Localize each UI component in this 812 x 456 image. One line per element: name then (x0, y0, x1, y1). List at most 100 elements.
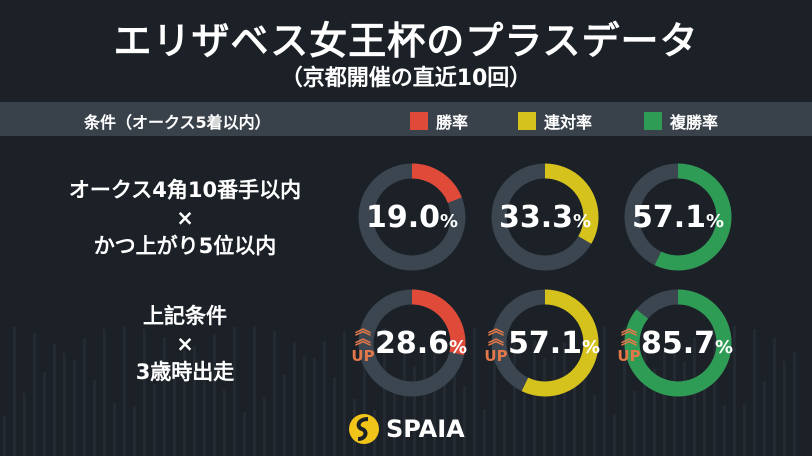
row-label-1: オークス4角10番手以内 × かつ上がり5位以内 (68, 178, 302, 258)
spaia-logo-icon (349, 414, 379, 444)
background-bar (363, 326, 366, 456)
background-bar (393, 387, 396, 456)
background-bar (23, 393, 26, 456)
background-bar (683, 362, 686, 456)
background-bar (533, 339, 536, 456)
donut-value: 57.1% (631, 199, 725, 235)
background-bar (253, 326, 256, 456)
background-bar (513, 330, 516, 456)
background-bar (303, 355, 306, 456)
background-bar (33, 332, 36, 456)
donut-arc (491, 163, 599, 271)
background-bar (703, 382, 706, 456)
background-bar (773, 338, 776, 456)
spaia-logo: SPAIA (348, 413, 465, 445)
background-bar (673, 351, 676, 456)
background-bar (593, 395, 596, 456)
background-bar (433, 348, 436, 456)
background-bar (323, 340, 326, 456)
legend-swatch (518, 112, 536, 130)
background-bar (103, 329, 106, 456)
donut-value: 85.7% (640, 325, 734, 361)
background-bar (283, 374, 286, 456)
background-bar (453, 335, 456, 456)
background-bar (523, 378, 526, 456)
background-bar (143, 328, 146, 456)
background-bar (123, 326, 126, 456)
background-bar (83, 338, 86, 456)
background-bar (43, 371, 46, 456)
legend-top2: 連対率 (518, 109, 592, 133)
background-bar (753, 329, 756, 456)
legend-win: 勝率 (410, 109, 468, 133)
background-bar (153, 383, 156, 456)
background-bar (293, 342, 296, 456)
background-bar (743, 403, 746, 456)
background-bar (503, 400, 506, 456)
background-bar (213, 334, 216, 456)
background-bar (573, 373, 576, 456)
donut-value: 33.3% (498, 199, 592, 235)
up-badge: ︽ ︽ UP (484, 319, 508, 365)
background-bar (603, 326, 606, 456)
up-badge: ︽ ︽ UP (351, 319, 375, 365)
background-bar (473, 328, 476, 456)
double-chevron-up-icon: ︽ ︽ (354, 319, 371, 348)
background-bar (203, 368, 206, 456)
background-bar (623, 327, 626, 456)
background-bar (163, 336, 166, 456)
background-bar (63, 353, 66, 456)
background-bar (653, 369, 656, 456)
background-bar (713, 328, 716, 456)
donut-chart: 19.0% (357, 162, 467, 272)
background-bar (133, 406, 136, 456)
background-bar (13, 326, 16, 456)
page-subtitle: （京都開催の直近10回） (280, 66, 532, 91)
page-title: エリザベス女王杯のプラスデータ (113, 19, 699, 63)
background-bar (73, 360, 76, 456)
background-bar (493, 326, 496, 456)
background-bar (273, 331, 276, 456)
background-bar (173, 363, 176, 456)
background-bar (463, 386, 466, 456)
background-bar (793, 352, 796, 456)
background-bar (413, 366, 416, 456)
donut-chart: 85.7% ︽ ︽ UP (617, 288, 734, 398)
donut-chart: 57.1% ︽ ︽ UP (484, 288, 601, 398)
donut-chart: 57.1% (623, 162, 733, 272)
legend-swatch (410, 112, 428, 130)
background-bar (693, 337, 696, 456)
background-bar (663, 345, 666, 456)
background-bar (93, 380, 96, 456)
donut-arc (358, 163, 466, 271)
background-bar (243, 412, 246, 456)
background-bar (183, 350, 186, 456)
background-bar (333, 376, 336, 456)
background-bar (113, 402, 116, 456)
donut-value: 57.1% (507, 325, 601, 361)
background-bar (643, 333, 646, 456)
background-bar (563, 342, 566, 456)
background-bar (483, 408, 486, 456)
background-bar (443, 365, 446, 456)
background-bar (543, 358, 546, 456)
background-bar (633, 390, 636, 456)
legend-top3: 複勝率 (644, 109, 718, 133)
double-chevron-up-icon: ︽ ︽ (487, 319, 504, 348)
row-label-2: 上記条件 × 3歳時出走 (135, 304, 235, 384)
donut-chart: 33.3% (490, 162, 600, 272)
header-band: 条件（オークス5着以内） 勝率 連対率 複勝率 (0, 102, 812, 136)
background-bar (553, 354, 556, 456)
background-bar (313, 357, 316, 456)
condition-label: 条件（オークス5着以内） (84, 113, 271, 132)
background-bar (53, 344, 56, 456)
background-bar (233, 327, 236, 456)
donut-arc (624, 163, 732, 271)
donut-arc (358, 289, 466, 397)
background-bar (343, 330, 346, 456)
donut-chart: 28.6% ︽ ︽ UP (351, 288, 468, 398)
donut-value: 28.6% (374, 325, 468, 361)
donut-value: 19.0% (365, 199, 459, 235)
background-bar (263, 396, 266, 456)
background-bar (583, 331, 586, 456)
